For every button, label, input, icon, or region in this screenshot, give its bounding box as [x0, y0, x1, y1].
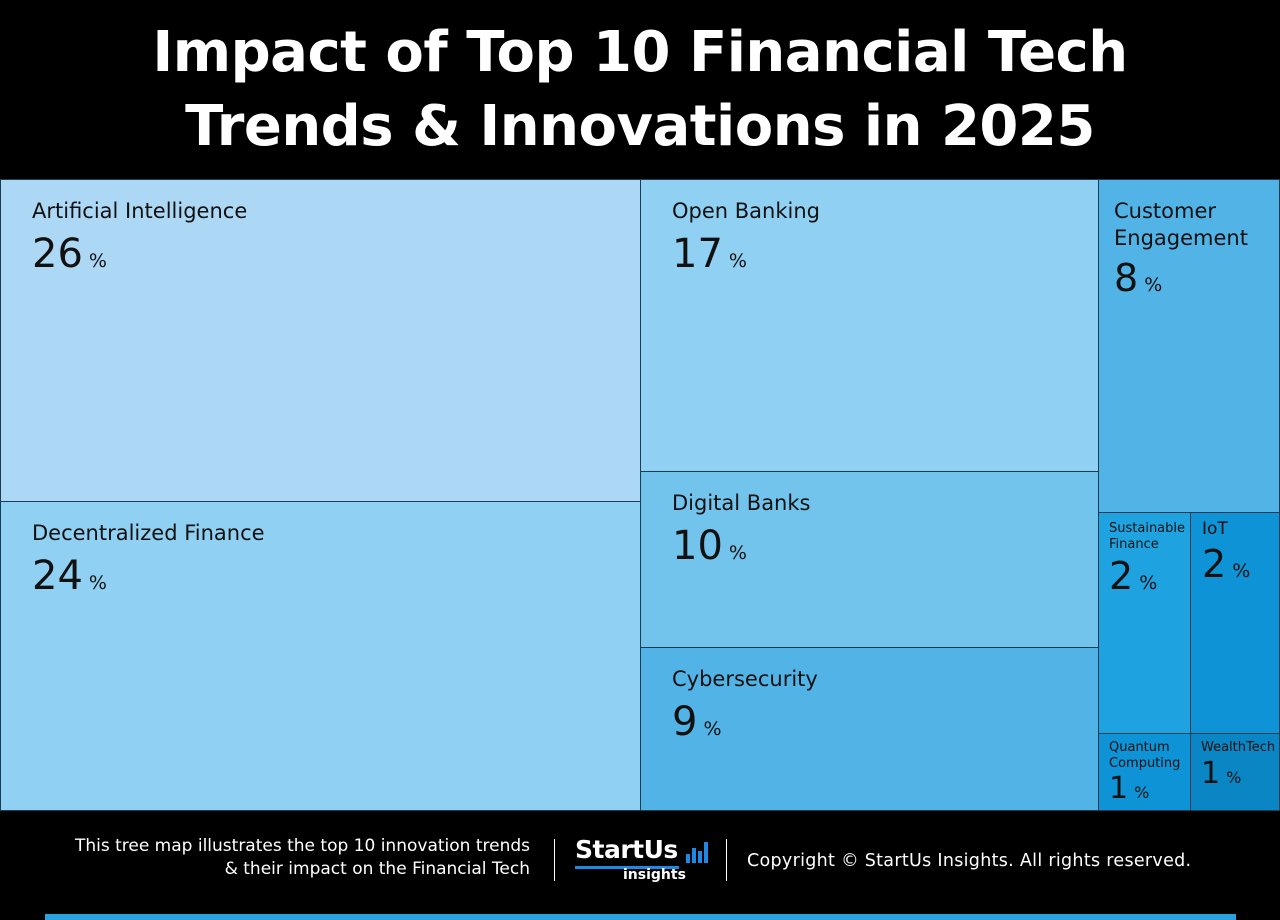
copyright-text: Copyright © StartUs Insights. All rights… — [747, 851, 1192, 871]
header: Impact of Top 10 Financial Tech Trends &… — [0, 0, 1280, 180]
treemap-tile-customer-engagement: Customer Engagement 8% — [1098, 179, 1280, 513]
tile-value-number: 2 — [1109, 554, 1134, 598]
tile-value: 9% — [672, 699, 1076, 745]
logo-bars-icon — [686, 841, 710, 863]
page-title-line-1: Impact of Top 10 Financial Tech — [152, 20, 1128, 85]
tile-value: 8% — [1114, 256, 1265, 300]
tile-label: Quantum Computing — [1109, 740, 1181, 771]
tile-value: 2% — [1202, 542, 1271, 586]
treemap-tile-cybersecurity: Cybersecurity 9% — [640, 647, 1099, 811]
treemap-tile-decentralized-finance: Decentralized Finance 24% — [0, 501, 641, 811]
treemap-tile-iot: IoT 2% — [1190, 512, 1280, 734]
treemap-tile-sustainable-finance: Sustainable Finance 2% — [1098, 512, 1191, 734]
tile-value-number: 26 — [32, 231, 83, 277]
tile-value-number: 8 — [1114, 256, 1139, 300]
tile-label: IoT — [1202, 519, 1228, 539]
tile-value-unit: % — [1134, 783, 1150, 802]
bottom-accent-bar — [45, 914, 1236, 920]
tile-value-unit: % — [1226, 767, 1242, 787]
treemap-tile-artificial-intelligence: Artificial Intelligence 26% — [0, 179, 641, 502]
tile-value-unit: % — [88, 250, 107, 272]
tile-value: 1% — [1109, 771, 1186, 806]
tile-value-number: 10 — [672, 523, 723, 569]
treemap-tile-digital-banks: Digital Banks 10% — [640, 471, 1099, 648]
tile-label: Artificial Intelligence — [32, 199, 248, 223]
tile-value-number: 1 — [1201, 755, 1221, 791]
tile-label: Sustainable Finance — [1109, 521, 1186, 552]
tile-label: WealthTech — [1201, 740, 1276, 755]
tile-value-number: 17 — [672, 231, 723, 277]
logo-brand-text: StartUs — [575, 835, 678, 864]
tile-value-unit: % — [728, 250, 747, 272]
tile-value: 1% — [1201, 756, 1275, 791]
footer-caption-line-2: & their impact on the Financial Tech — [224, 859, 530, 879]
footer-caption: This tree map illustrates the top 10 inn… — [10, 835, 530, 881]
treemap-tile-open-banking: Open Banking 17% — [640, 179, 1099, 472]
tile-value-unit: % — [1139, 572, 1158, 594]
treemap-tile-quantum-computing: Quantum Computing 1% — [1098, 733, 1191, 811]
tile-label: Open Banking — [672, 199, 820, 223]
footer-divider-left — [554, 839, 555, 881]
page-title-line-2: Trends & Innovations in 2025 — [185, 94, 1095, 159]
tile-value-number: 24 — [32, 553, 83, 599]
startus-logo: StartUs insights — [575, 835, 710, 885]
tile-value-unit: % — [728, 542, 747, 564]
tile-value-number: 1 — [1109, 771, 1129, 806]
footer: This tree map illustrates the top 10 inn… — [0, 811, 1280, 920]
treemap-tile-wealthtech: WealthTech 1% — [1190, 733, 1280, 811]
tile-value: 2% — [1109, 554, 1184, 598]
tile-value-unit: % — [703, 718, 722, 740]
tile-value: 26% — [32, 231, 618, 277]
tile-value-unit: % — [1144, 274, 1163, 296]
treemap-chart: Artificial Intelligence 26% Decentralized … — [0, 179, 1280, 811]
logo-underline — [575, 866, 679, 869]
tile-value-number: 2 — [1202, 542, 1227, 586]
tile-value-unit: % — [88, 572, 107, 594]
footer-divider-right — [726, 839, 727, 881]
footer-caption-line-1: This tree map illustrates the top 10 inn… — [74, 836, 530, 856]
tile-value-unit: % — [1232, 560, 1251, 582]
tile-value: 17% — [672, 231, 1076, 277]
tile-label: Cybersecurity — [672, 667, 818, 691]
tile-label: Decentralized Finance — [32, 521, 265, 545]
logo-sub-text: insights — [623, 867, 686, 883]
tile-value: 10% — [672, 523, 1076, 569]
tile-value-number: 9 — [672, 699, 698, 745]
tile-label: Customer Engagement — [1114, 199, 1248, 250]
tile-label: Digital Banks — [672, 491, 811, 515]
tile-value: 24% — [32, 553, 618, 599]
